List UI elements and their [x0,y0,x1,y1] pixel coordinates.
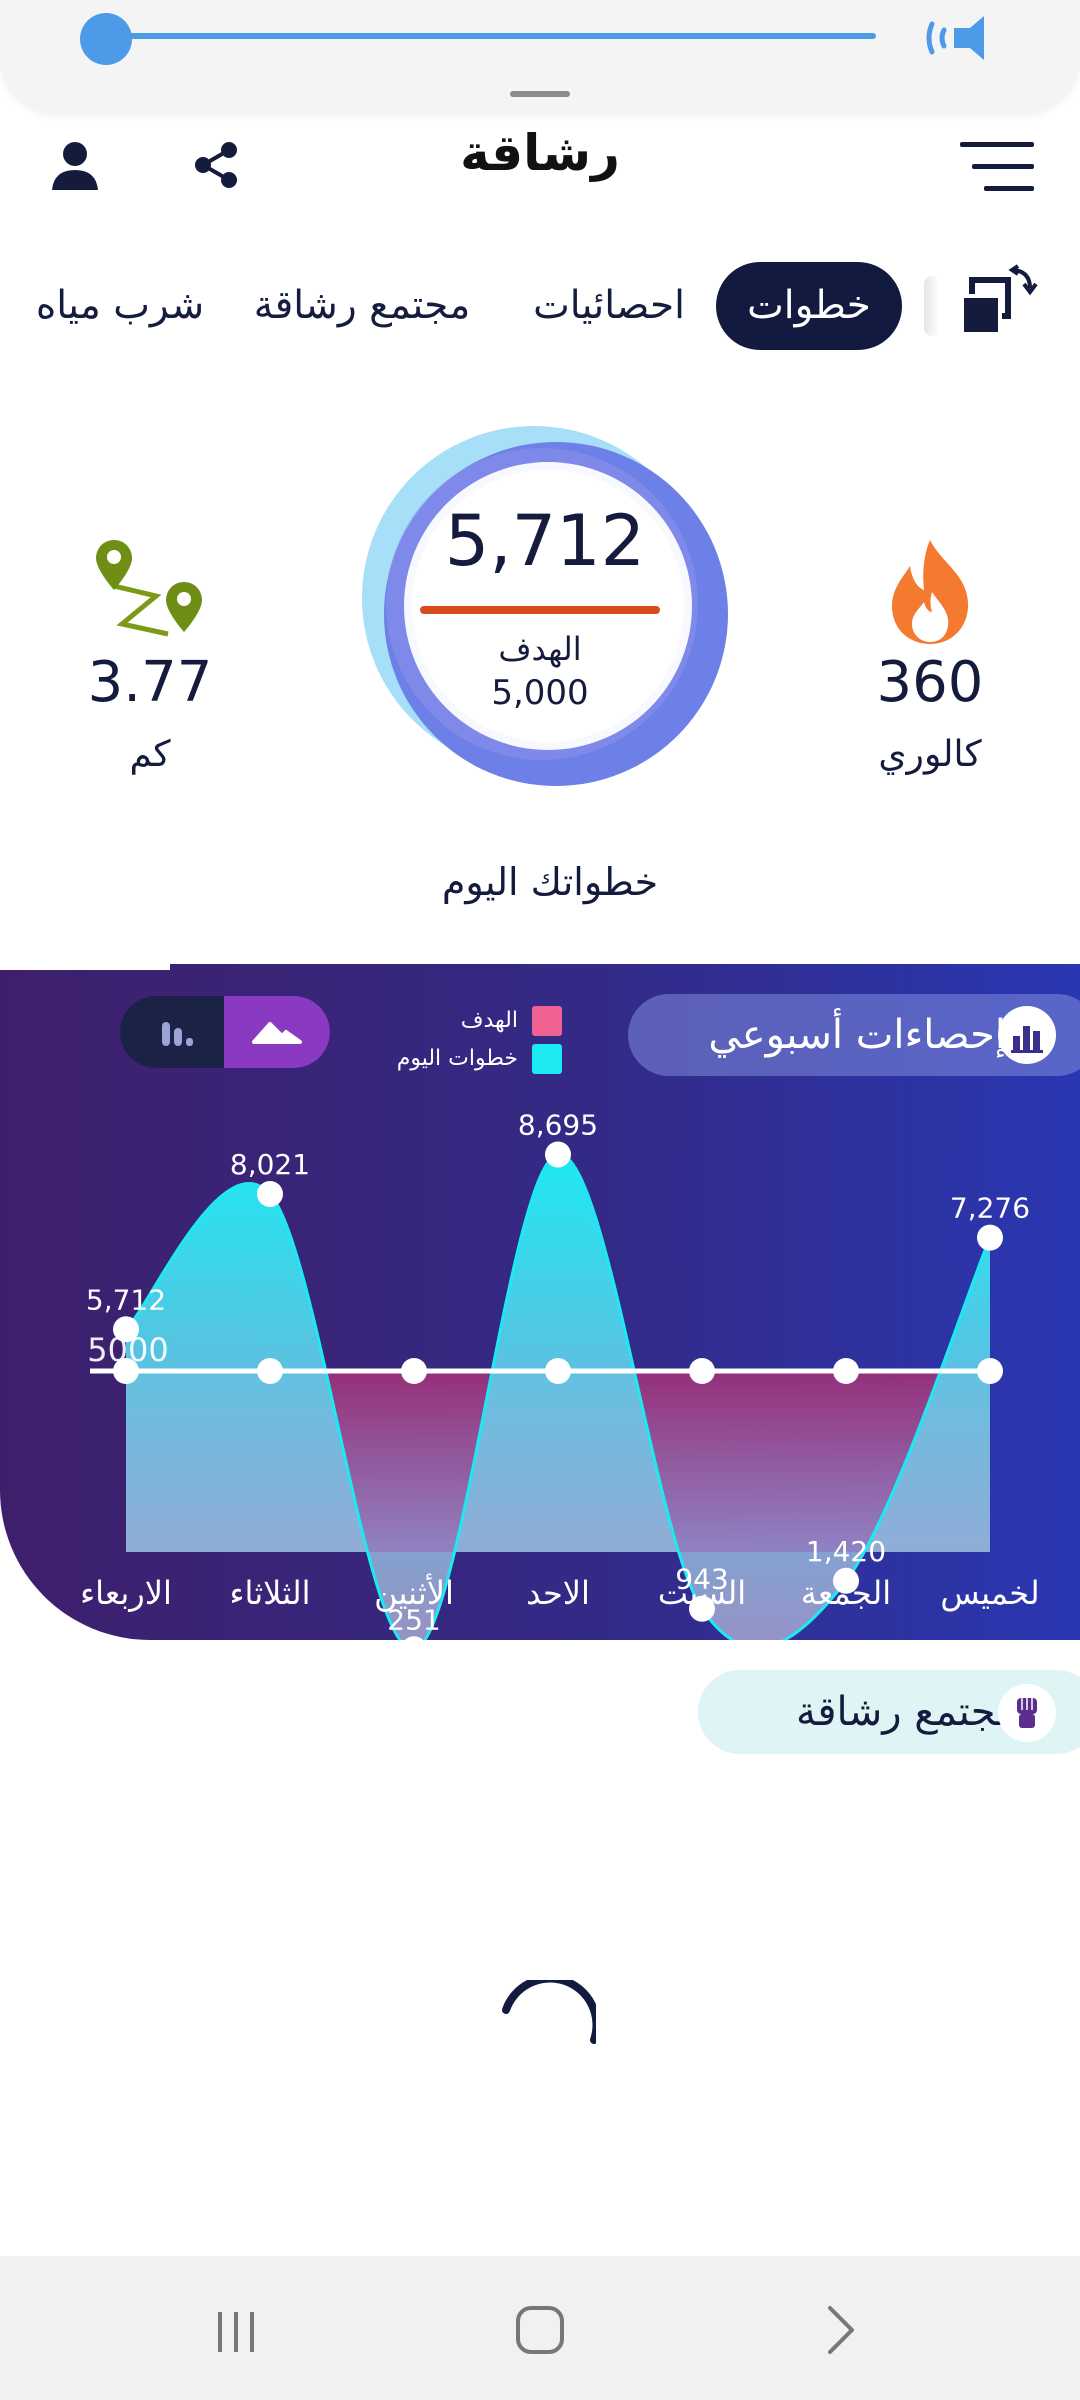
hamburger-menu-icon[interactable] [950,132,1040,202]
loading-spinner [502,1980,596,2044]
legend-steps-swatch [532,1044,562,1074]
bar-chart-toggle[interactable] [120,996,224,1068]
goal-label: الهدف [498,630,582,668]
swap-window-icon[interactable] [938,258,1058,354]
tab-statistics[interactable]: احصائيات [533,283,685,328]
x-axis-tick-label: الثلاثاء [229,1574,310,1612]
volume-slider-track[interactable] [104,33,876,39]
steps-data-label: 251 [387,1603,440,1636]
x-axis-tick-label: الاحد [526,1574,590,1612]
legend-goal-label: الهدف [460,1008,518,1033]
steps-point [977,1224,1003,1251]
share-icon[interactable] [183,132,249,198]
steps-underline [420,606,660,614]
steps-data-label: 5,712 [86,1283,166,1316]
user-icon[interactable] [42,132,108,198]
steps-data-label: 943 [675,1563,728,1596]
x-axis-tick-label: السبت [658,1574,746,1612]
steps-point [833,1567,859,1594]
flame-icon [892,540,969,644]
community-header[interactable]: مجتمع رشاقة [698,1670,1080,1754]
route-pin-icon [96,540,202,637]
tab-steps[interactable]: خطوات [716,262,902,350]
legend-goal-swatch [532,1006,562,1036]
back-icon[interactable] [794,2292,894,2364]
tab-water[interactable]: شرب مياه [35,283,205,328]
goal-point [257,1358,283,1384]
x-axis-tick-label: الاربعاء [80,1574,172,1612]
weekly-stats-title: إحصاءات أسبوعي [708,1012,1006,1058]
steps-point [404,1636,424,1640]
recent-apps-icon[interactable] [186,2292,286,2364]
area-chart-toggle[interactable] [224,996,330,1068]
steps-data-label: 8,695 [518,1108,598,1141]
steps-area [126,1154,990,1640]
panel-handle[interactable] [510,91,570,97]
x-axis-tick-label: لخميس [940,1574,1039,1612]
bar-chart-icon [998,1006,1056,1064]
steps-data-label: 8,021 [230,1148,310,1181]
community-title: مجتمع رشاقة [795,1689,1018,1735]
goal-point [689,1358,715,1384]
steps-today-value: 5,712 [444,500,646,582]
home-icon[interactable] [490,2292,590,2364]
weekly-chart: 5,712 8,021 251 8,695 943 1,420 7,276 5000 الارب… [80,1108,1040,1640]
dashboard-section: رشاقة شرب مياه مجتمع رشاقة احصائيات خطوا… [0,0,1080,964]
section-tabs: شرب مياه مجتمع رشاقة احصائيات خطوات [0,258,1080,354]
goal-point [545,1358,571,1384]
goal-point [977,1358,1003,1384]
goal-value: 5,000 [491,673,589,713]
steps-point [545,1141,571,1168]
app-bar: رشاقة [0,112,1080,222]
system-nav-bar [0,2256,1080,2400]
goal-point [113,1358,139,1384]
weekly-stats-panel: 5,712 8,021 251 8,695 943 1,420 7,276 5000 الارب… [0,964,1080,1640]
raised-fist-icon [998,1684,1056,1742]
tab-scroll-fade [924,276,940,336]
goal-point [833,1358,859,1384]
speaker-icon[interactable] [918,8,1002,68]
volume-panel [0,0,1080,112]
legend-steps: خطوات اليوم [380,1044,562,1074]
calories-label: كالوري [878,734,982,775]
steps-data-label: 1,420 [806,1535,886,1568]
steps-progress-ring [362,426,728,786]
goal-data-label: 5000 [87,1331,168,1369]
legend-steps-label: خطوات اليوم [396,1046,518,1071]
tab-community[interactable]: مجتمع رشاقة [253,283,471,328]
steps-point [689,1595,715,1622]
distance-label: كم [129,734,171,775]
steps-point [257,1180,283,1207]
x-axis-tick-label: الأثنين [374,1573,454,1612]
app-title: رشاقة [460,124,620,182]
goal-point [401,1358,427,1384]
weekly-stats-header: إحصاءات أسبوعي [628,994,1080,1076]
x-axis-tick-label: الجمعة [801,1574,891,1612]
volume-slider-thumb[interactable] [80,13,132,65]
steps-point [113,1316,139,1343]
steps-today-caption: خطواتك اليوم [441,860,659,904]
distance-value: 3.77 [87,650,213,715]
steps-data-label: 7,276 [950,1192,1030,1225]
calories-value: 360 [876,650,984,715]
legend-goal: الهدف [380,1006,562,1036]
chart-type-toggle[interactable] [120,996,330,1068]
